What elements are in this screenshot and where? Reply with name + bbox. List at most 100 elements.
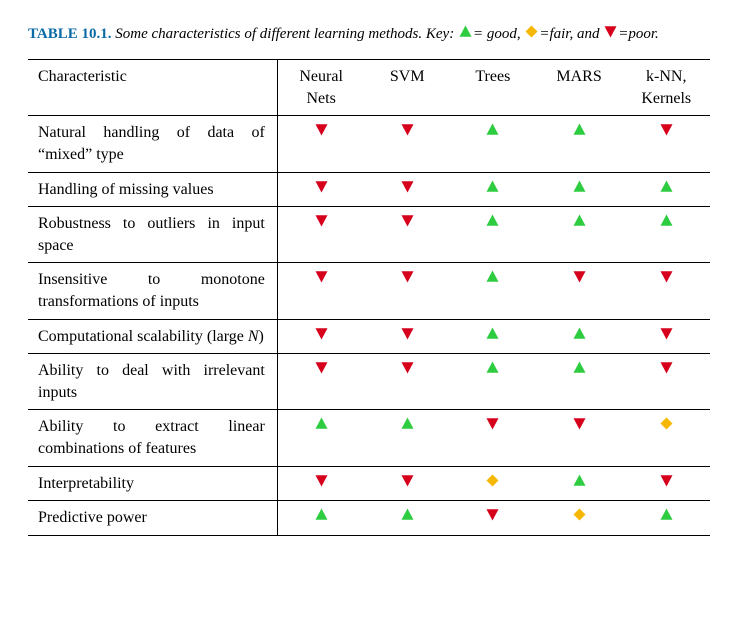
good-icon	[314, 418, 329, 435]
poor-icon	[659, 362, 674, 379]
rating-cell	[364, 116, 450, 172]
col-neural-nets: NeuralNets	[277, 60, 364, 116]
poor-icon	[314, 181, 329, 198]
rating-cell	[623, 466, 711, 501]
good-icon	[485, 124, 500, 141]
rating-cell	[536, 410, 623, 466]
rating-cell	[450, 354, 536, 410]
rating-cell	[536, 116, 623, 172]
poor-icon	[314, 475, 329, 492]
characteristic-cell: Computational scalability (large N)	[28, 319, 277, 354]
rating-cell	[277, 172, 364, 207]
fair-icon	[572, 509, 587, 526]
col-knn-kernels: k-NN,Kernels	[623, 60, 711, 116]
rating-cell	[536, 172, 623, 207]
poor-icon	[603, 24, 618, 45]
good-icon	[485, 362, 500, 379]
rating-cell	[364, 172, 450, 207]
rating-cell	[450, 116, 536, 172]
poor-icon	[659, 271, 674, 288]
rating-cell	[277, 501, 364, 536]
table-row: Interpretability	[28, 466, 710, 501]
rating-cell	[450, 172, 536, 207]
rating-cell	[450, 410, 536, 466]
poor-icon	[400, 124, 415, 141]
rating-cell	[623, 319, 711, 354]
caption-main: Some characteristics of different learni…	[115, 26, 454, 42]
table-caption: TABLE 10.1. Some characteristics of diff…	[28, 24, 710, 45]
poor-icon	[400, 215, 415, 232]
rating-cell	[623, 172, 711, 207]
characteristic-cell: Robustness to outliers in input space	[28, 207, 277, 263]
table-body: Natural handling of data of “mixed” type…	[28, 116, 710, 535]
rating-cell	[450, 263, 536, 319]
caption-good: = good,	[473, 26, 521, 42]
poor-icon	[400, 328, 415, 345]
rating-cell	[450, 501, 536, 536]
rating-cell	[536, 501, 623, 536]
caption-text: Some characteristics of different learni…	[115, 26, 659, 42]
table-row: Ability to extract linear combinations o…	[28, 410, 710, 466]
rating-cell	[277, 116, 364, 172]
good-icon	[572, 215, 587, 232]
good-icon	[485, 328, 500, 345]
poor-icon	[400, 362, 415, 379]
characteristic-cell: Ability to extract linear combinations o…	[28, 410, 277, 466]
good-icon	[485, 181, 500, 198]
rating-cell	[450, 207, 536, 263]
rating-cell	[450, 466, 536, 501]
rating-cell	[364, 466, 450, 501]
table-row: Handling of missing values	[28, 172, 710, 207]
col-mars: MARS	[536, 60, 623, 116]
good-icon	[485, 271, 500, 288]
good-icon	[458, 24, 473, 45]
table-row: Insensitive to monotone transformations …	[28, 263, 710, 319]
poor-icon	[572, 271, 587, 288]
table-row: Robustness to outliers in input space	[28, 207, 710, 263]
rating-cell	[277, 410, 364, 466]
poor-icon	[400, 271, 415, 288]
poor-icon	[659, 475, 674, 492]
header-row: Characteristic NeuralNets SVM Trees MARS…	[28, 60, 710, 116]
rating-cell	[364, 319, 450, 354]
characteristic-cell: Natural handling of data of “mixed” type	[28, 116, 277, 172]
rating-cell	[364, 501, 450, 536]
table-row: Predictive power	[28, 501, 710, 536]
caption-label: TABLE 10.1.	[28, 26, 112, 42]
rating-cell	[364, 410, 450, 466]
good-icon	[485, 215, 500, 232]
rating-cell	[277, 207, 364, 263]
col-trees: Trees	[450, 60, 536, 116]
good-icon	[659, 181, 674, 198]
rating-cell	[623, 207, 711, 263]
rating-cell	[623, 116, 711, 172]
good-icon	[659, 215, 674, 232]
table-row: Natural handling of data of “mixed” type	[28, 116, 710, 172]
table-row: Ability to deal with irrelevant inputs	[28, 354, 710, 410]
characteristic-cell: Predictive power	[28, 501, 277, 536]
characteristic-cell: Interpretability	[28, 466, 277, 501]
good-icon	[400, 509, 415, 526]
poor-icon	[485, 509, 500, 526]
col-characteristic: Characteristic	[28, 60, 277, 116]
rating-cell	[277, 466, 364, 501]
rating-cell	[623, 354, 711, 410]
poor-icon	[659, 328, 674, 345]
characteristic-cell: Ability to deal with irrelevant inputs	[28, 354, 277, 410]
good-icon	[572, 181, 587, 198]
good-icon	[572, 328, 587, 345]
rating-cell	[364, 207, 450, 263]
rating-cell	[536, 263, 623, 319]
good-icon	[659, 509, 674, 526]
rating-cell	[536, 466, 623, 501]
rating-cell	[536, 207, 623, 263]
poor-icon	[314, 362, 329, 379]
poor-icon	[314, 271, 329, 288]
poor-icon	[400, 181, 415, 198]
good-icon	[572, 475, 587, 492]
rating-cell	[536, 354, 623, 410]
rating-cell	[623, 263, 711, 319]
good-icon	[572, 362, 587, 379]
poor-icon	[400, 475, 415, 492]
poor-icon	[572, 418, 587, 435]
